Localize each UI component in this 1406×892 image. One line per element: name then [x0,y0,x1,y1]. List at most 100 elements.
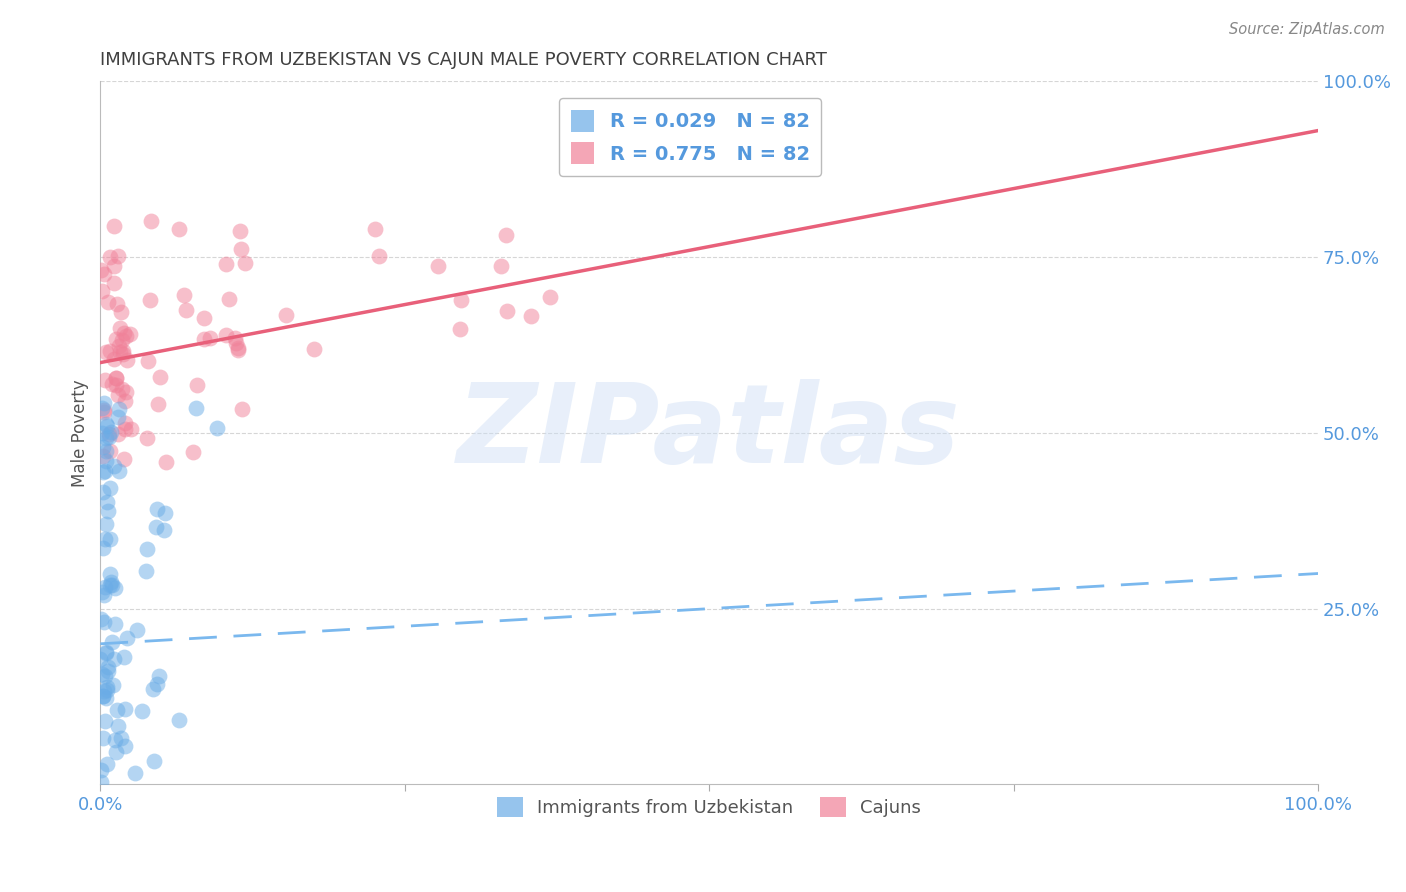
Point [91,689,114,703]
Point [155,455,177,469]
Text: IMMIGRANTS FROM UZBEKISTAN VS CAJUN MALE POVERTY CORRELATION CHART: IMMIGRANTS FROM UZBEKISTAN VS CAJUN MALE… [100,51,827,69]
Point [449,322,471,336]
Point [103,260,125,274]
Point [364,221,387,235]
Point [368,249,391,263]
Point [114,416,136,430]
Point [142,682,165,697]
Point [218,293,240,307]
Point [90,426,112,441]
Point [93,465,115,479]
Point [143,754,166,768]
Point [91,401,114,416]
Point [100,425,122,439]
Point [100,578,122,592]
Point [96,345,118,359]
Point [91,449,114,463]
Point [450,293,472,307]
Point [96,756,118,771]
Text: Source: ZipAtlas.com: Source: ZipAtlas.com [1229,22,1385,37]
Point [111,347,134,361]
Point [114,394,136,409]
Point [98,578,121,592]
Point [148,669,170,683]
Point [108,402,131,417]
Point [115,329,138,343]
Point [101,635,124,649]
Point [495,228,517,243]
Point [167,222,190,236]
Point [108,321,131,335]
Point [90,774,112,789]
Point [104,732,127,747]
Point [224,331,246,345]
Point [103,352,125,367]
Point [104,371,127,385]
Point [114,702,136,716]
Point [97,295,120,310]
Point [97,426,120,441]
Point [96,418,118,433]
Point [186,378,208,392]
Point [427,259,450,273]
Point [98,532,121,546]
Point [105,703,128,717]
Point [108,339,131,353]
Y-axis label: Male Poverty: Male Poverty [72,379,89,487]
Point [105,371,128,385]
Point [97,504,120,518]
Point [214,328,236,343]
Point [186,401,208,416]
Point [96,660,118,674]
Point [146,502,169,516]
Point [149,370,172,384]
Point [108,464,131,478]
Point [94,417,117,432]
Point [125,623,148,637]
Point [89,652,111,666]
Point [114,739,136,753]
Point [100,482,122,496]
Point [136,542,159,557]
Point [193,333,215,347]
Point [135,564,157,578]
Point [491,259,513,273]
Point [105,377,128,392]
Point [198,331,221,345]
Text: ZIPatlas: ZIPatlas [457,379,962,486]
Point [91,585,114,599]
Point [231,401,253,416]
Point [98,250,121,264]
Point [98,444,121,458]
Point [155,506,177,520]
Point [115,385,138,400]
Point [114,422,136,436]
Point [93,615,115,630]
Legend: Immigrants from Uzbekistan, Cajuns: Immigrants from Uzbekistan, Cajuns [491,789,928,824]
Point [215,257,238,271]
Point [104,616,127,631]
Point [105,297,128,311]
Point [111,344,134,359]
Point [107,387,129,401]
Point [120,327,142,342]
Point [146,677,169,691]
Point [117,632,139,646]
Point [96,645,118,659]
Point [107,426,129,441]
Point [139,214,162,228]
Point [520,309,543,323]
Point [94,432,117,446]
Point [103,219,125,233]
Point [93,405,115,419]
Point [104,746,127,760]
Point [93,588,115,602]
Point [229,224,252,238]
Point [107,719,129,733]
Point [98,343,121,358]
Point [181,444,204,458]
Point [93,267,115,281]
Point [174,302,197,317]
Point [96,682,118,697]
Point [94,464,117,478]
